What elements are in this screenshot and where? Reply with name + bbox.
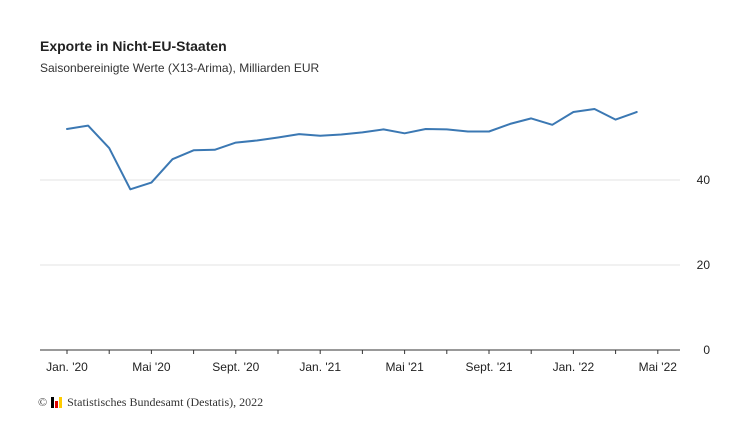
x-tick-label: Jan. '21 xyxy=(299,360,341,374)
x-tick-label: Mai '20 xyxy=(132,360,171,374)
x-tick-label: Mai '22 xyxy=(639,360,678,374)
x-tick-label: Jan. '20 xyxy=(46,360,88,374)
logo-bar-1 xyxy=(51,397,55,408)
y-tick-label-20: 20 xyxy=(697,258,711,272)
x-tick-label: Sept. '21 xyxy=(466,360,513,374)
source-text: Statistisches Bundesamt (Destatis), 2022 xyxy=(67,395,264,409)
y-tick-label-0: 0 xyxy=(703,343,710,357)
logo-bar-3 xyxy=(59,397,63,408)
x-tick-label: Sept. '20 xyxy=(212,360,259,374)
y-tick-label-40: 40 xyxy=(697,173,711,187)
destatis-logo-icon xyxy=(51,397,63,408)
chart-subtitle: Saisonbereinigte Werte (X13-Arima), Mill… xyxy=(40,61,320,75)
chart-title: Exporte in Nicht-EU-Staaten xyxy=(40,38,227,54)
line-chart: 0 20 40 Jan. '20 Mai '20 Sept. '20 Jan. '21 Mai… xyxy=(40,108,711,374)
x-tick-label: Mai '21 xyxy=(385,360,424,374)
x-tick-label: Jan. '22 xyxy=(553,360,595,374)
logo-bar-2 xyxy=(55,401,59,408)
footer: © Statistisches Bundesamt (Destatis), 20… xyxy=(38,395,263,410)
copyright-symbol: © xyxy=(38,395,48,409)
series-line-0 xyxy=(66,108,638,191)
